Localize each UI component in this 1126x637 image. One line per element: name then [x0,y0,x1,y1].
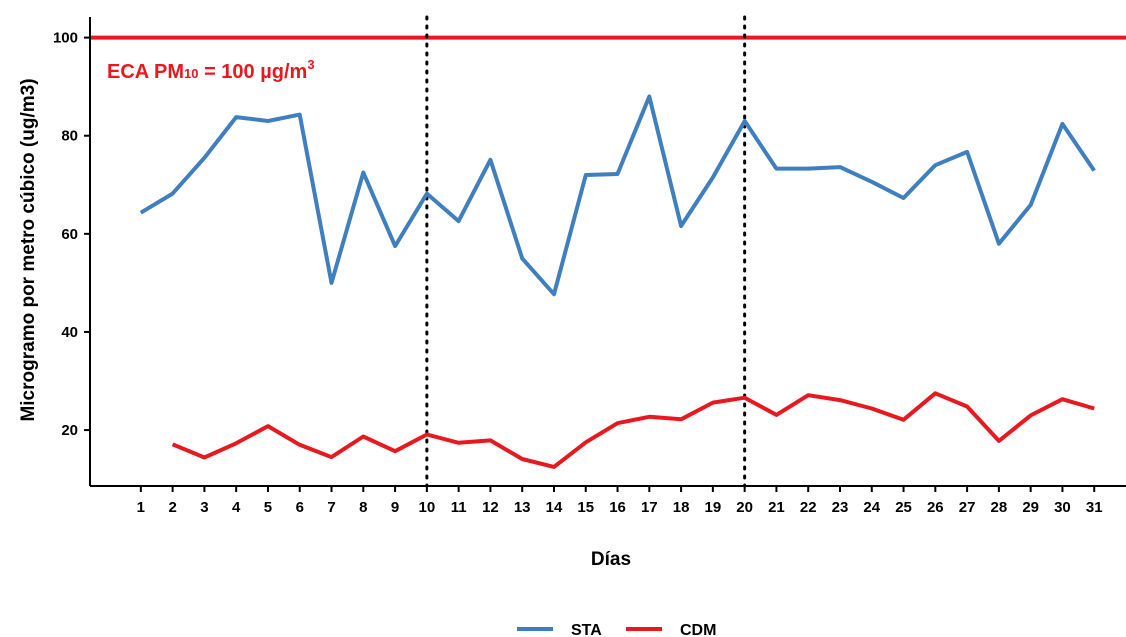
legend-label-sta: STA [571,622,602,637]
axes [89,17,1126,487]
legend: STA CDM [517,622,716,637]
x-tick-label: 29 [1022,499,1039,516]
x-tick-label: 18 [673,499,690,516]
series-lines [139,94,1096,469]
y-ticks: 20 40 60 80 100 [53,30,90,439]
y-tick-label: 100 [53,30,78,47]
x-tick-label: 24 [863,499,880,516]
x-axis-title: Días [591,549,631,570]
x-tick-label: 25 [895,499,912,516]
x-tick-label: 21 [768,499,785,516]
eca-annotation-main: ECA PM [107,61,184,83]
x-tick-label: 19 [705,499,722,516]
y-tick-label: 80 [61,128,78,145]
x-tick-label: 1 [137,499,145,516]
y-axis-title: Microgramo por metro cúbico (ug/m3) [18,78,39,421]
eca-annotation: ECA PM10 = 100 µg/m3 [107,57,315,83]
x-tick-label: 5 [264,499,272,516]
x-tick-label: 17 [641,499,658,516]
reference-lines [90,15,1126,488]
x-tick-label: 27 [959,499,976,516]
x-tick-label: 6 [296,499,304,516]
y-tick-label: 60 [61,226,78,243]
x-tick-label: 15 [577,499,594,516]
x-ticks: 1 2 3 4 5 6 7 8 9 10 11 12 13 14 15 16 17 18 19 20 21 22 23 24 2… [137,486,1103,516]
x-tick-label: 28 [991,499,1008,516]
x-tick-label: 2 [168,499,176,516]
x-tick-label: 26 [927,499,944,516]
series-line-cdm [171,391,1095,469]
series-line-sta [139,94,1096,297]
x-tick-label: 13 [514,499,531,516]
y-tick-label: 20 [61,422,78,439]
x-tick-label: 10 [419,499,436,516]
x-tick-label: 14 [546,499,563,516]
x-tick-label: 8 [359,499,367,516]
x-tick-label: 7 [327,499,335,516]
eca-annotation-superscript: 3 [307,57,314,72]
legend-label-cdm: CDM [680,622,716,637]
x-tick-label: 20 [736,499,753,516]
eca-annotation-subscript: 10 [184,66,198,81]
x-tick-label: 30 [1054,499,1071,516]
x-tick-label: 3 [200,499,208,516]
x-tick-label: 4 [232,499,241,516]
y-tick-label: 40 [61,324,78,341]
eca-annotation-rest: = 100 µg/m [199,61,308,83]
x-tick-label: 23 [832,499,849,516]
x-tick-label: 31 [1086,499,1103,516]
x-tick-label: 11 [451,499,467,516]
x-tick-label: 16 [609,499,626,516]
x-tick-label: 12 [482,499,499,516]
x-tick-label: 9 [391,499,399,516]
x-tick-label: 22 [800,499,817,516]
